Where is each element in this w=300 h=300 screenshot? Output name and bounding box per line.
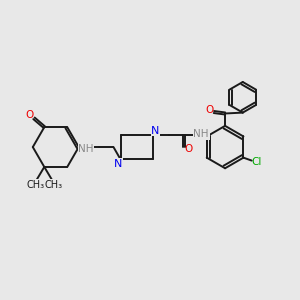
Text: CH₃: CH₃ (44, 180, 62, 190)
Text: O: O (184, 143, 193, 154)
Text: O: O (26, 110, 34, 120)
Text: O: O (206, 105, 214, 115)
Text: N: N (151, 126, 160, 136)
Text: Cl: Cl (252, 157, 262, 167)
Text: NH: NH (78, 143, 94, 154)
Text: N: N (114, 158, 122, 169)
Text: CH₃: CH₃ (26, 180, 44, 190)
Text: NH: NH (194, 129, 209, 139)
